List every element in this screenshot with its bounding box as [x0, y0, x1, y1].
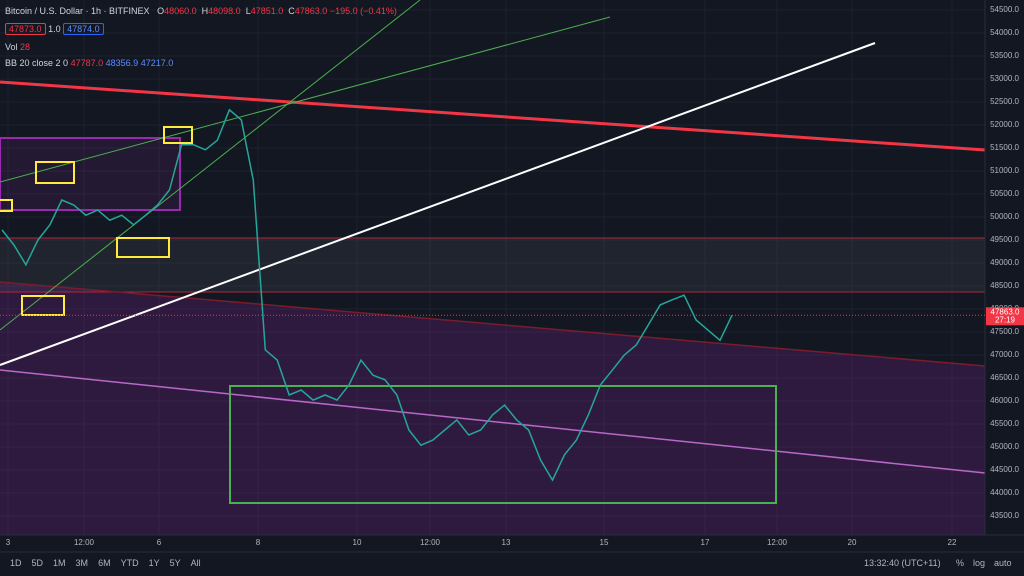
x-tick-label: 22 — [948, 538, 957, 547]
ohlc-value: 47863.0 — [294, 6, 328, 16]
y-tick-label: 54500.0 — [990, 5, 1019, 14]
bb-value: 47217.0 — [140, 58, 174, 68]
vol-label: Vol — [5, 42, 18, 52]
range-button[interactable]: YTD — [120, 558, 139, 568]
trendline — [0, 369, 986, 474]
range-button[interactable]: 1Y — [148, 558, 160, 568]
y-tick-label: 47000.0 — [990, 350, 1019, 359]
range-box — [229, 385, 777, 504]
x-tick-label: 12:00 — [420, 538, 441, 547]
x-tick-label: 20 — [848, 538, 857, 547]
zone — [0, 137, 181, 211]
bb-label: BB 20 close 2 0 — [5, 58, 69, 68]
y-tick-label: 53000.0 — [990, 74, 1019, 83]
ohlc-key: H — [201, 6, 209, 16]
change: −195.0 (−0.41%) — [329, 6, 397, 16]
exchange: BITFINEX — [109, 6, 150, 16]
quote: 47873.0 1.0 47874.0 — [5, 23, 104, 35]
highlight — [116, 237, 170, 258]
range-button[interactable]: 5Y — [169, 558, 181, 568]
clock: 13:32:40 (UTC+11) — [864, 558, 941, 568]
y-tick-label: 49500.0 — [990, 235, 1019, 244]
price-axis — [985, 0, 1024, 535]
x-tick-label: 15 — [600, 538, 609, 547]
highlight — [0, 199, 13, 212]
trendline — [0, 281, 986, 367]
ohlc-key: O — [157, 6, 165, 16]
price-line — [1, 108, 733, 482]
options: % log auto — [956, 558, 1021, 568]
y-tick-label: 53500.0 — [990, 51, 1019, 60]
bb-value: 47787.0 — [70, 58, 104, 68]
y-tick-label: 52000.0 — [990, 120, 1019, 129]
y-tick-label: 46000.0 — [990, 396, 1019, 405]
range-button[interactable]: 5D — [31, 558, 44, 568]
spread: 1.0 — [48, 24, 61, 34]
range-button[interactable]: 3M — [75, 558, 89, 568]
range-button[interactable]: All — [190, 558, 201, 568]
zone — [0, 238, 985, 292]
option-button[interactable]: auto — [994, 558, 1012, 568]
y-tick-label: 50000.0 — [990, 212, 1019, 221]
x-tick-label: 6 — [157, 538, 162, 547]
option-button[interactable]: % — [956, 558, 965, 568]
header: Bitcoin / U.S. Dollar · 1h · BITFINEX O4… — [5, 6, 397, 16]
y-tick-label: 54000.0 — [990, 28, 1019, 37]
y-tick-label: 43500.0 — [990, 511, 1019, 520]
trendline — [0, 16, 611, 183]
toolbar: 1D 5D 1M 3M 6M YTD 1Y 5Y All — [10, 558, 211, 568]
symbol: Bitcoin / U.S. Dollar — [5, 6, 84, 16]
x-tick-label: 8 — [256, 538, 261, 547]
y-tick-label: 44000.0 — [990, 488, 1019, 497]
countdown: 27:19 — [995, 315, 1016, 324]
range-button[interactable]: 1D — [10, 558, 22, 568]
x-tick-label: 10 — [353, 538, 362, 547]
range-button[interactable]: 1M — [53, 558, 66, 568]
ohlc-key: L — [245, 6, 251, 16]
y-tick-label: 44500.0 — [990, 465, 1019, 474]
range-button[interactable]: 6M — [98, 558, 111, 568]
y-tick-label: 45000.0 — [990, 442, 1019, 451]
sell-button[interactable]: 47873.0 — [5, 23, 46, 35]
ohlc-key: C — [288, 6, 295, 16]
bb-value: 48356.9 — [105, 58, 139, 68]
x-tick-label: 13 — [502, 538, 511, 547]
option-button[interactable]: log — [973, 558, 986, 568]
highlight — [35, 161, 75, 184]
volume-legend: Vol 28 — [5, 42, 30, 52]
y-tick-label: 48500.0 — [990, 281, 1019, 290]
y-tick-label: 47500.0 — [990, 327, 1019, 336]
x-tick-label: 12:00 — [74, 538, 95, 547]
buy-button[interactable]: 47874.0 — [63, 23, 104, 35]
last-price-label: 47863.0 — [991, 307, 1020, 316]
vol-value: 28 — [20, 42, 31, 52]
trendline — [0, 0, 421, 331]
y-tick-label: 51000.0 — [990, 166, 1019, 175]
last-price-tag — [986, 307, 1024, 326]
y-tick-label: 46500.0 — [990, 373, 1019, 382]
ohlc-value: 48060.0 — [164, 6, 197, 16]
interval: 1h — [91, 6, 102, 16]
x-tick-label: 3 — [6, 538, 11, 547]
x-tick-label: 17 — [701, 538, 710, 547]
x-tick-label: 12:00 — [767, 538, 788, 547]
highlight — [163, 126, 193, 144]
ohlc-value: 48098.0 — [208, 6, 241, 16]
trendline — [0, 80, 986, 152]
y-tick-label: 45500.0 — [990, 419, 1019, 428]
bb-legend: BB 20 close 2 0 47787.0 48356.9 47217.0 — [5, 58, 173, 68]
y-tick-label: 52500.0 — [990, 97, 1019, 106]
ohlc-value: 47851.0 — [250, 6, 284, 16]
y-tick-label: 51500.0 — [990, 143, 1019, 152]
y-tick-label: 49000.0 — [990, 258, 1019, 267]
zone — [0, 282, 985, 535]
trendline — [0, 42, 876, 366]
y-tick-label: 50500.0 — [990, 189, 1019, 198]
